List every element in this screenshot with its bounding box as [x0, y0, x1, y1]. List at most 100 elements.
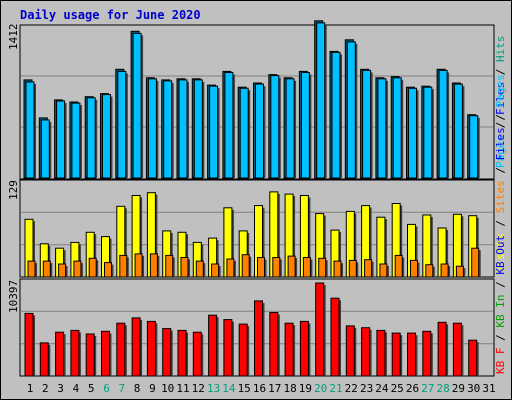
sites-bar [440, 263, 449, 278]
sites-bar [58, 263, 67, 278]
pages-bar [71, 102, 81, 179]
pages-bar [224, 72, 234, 179]
sites-bar [410, 259, 418, 278]
kbf-bar [55, 331, 65, 377]
pages-bar [86, 97, 96, 179]
kbf-bar [192, 331, 202, 377]
kbf-bar [254, 300, 263, 377]
legend-entry: Pages [494, 74, 507, 107]
kbf-bar [85, 333, 95, 377]
x-tick-label: 6 [103, 382, 110, 395]
kbytes-ymax-label: 10397 [7, 280, 20, 313]
sites-bar [455, 265, 464, 278]
pages-bar [469, 115, 479, 179]
sites-bar [241, 254, 250, 278]
legend-entry: Files [494, 127, 507, 160]
x-tick-label: 10 [161, 382, 174, 395]
kbf-bar [376, 329, 386, 377]
pages-bar [392, 77, 402, 179]
x-tick-label: 23 [360, 382, 373, 395]
sites-bar [302, 257, 311, 278]
legend-entry: KB F [494, 348, 507, 375]
x-tick-label: 24 [375, 382, 389, 395]
pages-bar [239, 87, 249, 179]
x-tick-label: 20 [314, 382, 327, 395]
kbf-bar [437, 321, 447, 377]
kbf-bar [39, 342, 49, 377]
x-tick-label: 26 [406, 382, 419, 395]
legend-entry: KB In [494, 295, 507, 328]
x-tick-label: 21 [329, 382, 342, 395]
x-tick-label: 14 [222, 382, 236, 395]
pages-bar [255, 83, 264, 179]
x-tick-label: 8 [134, 382, 141, 395]
kbf-bar [146, 320, 156, 377]
pages-bar [377, 78, 387, 179]
kbf-bar [407, 332, 416, 377]
kbf-bar [177, 329, 187, 377]
pages-bar [408, 87, 417, 179]
x-tick-label: 16 [253, 382, 266, 395]
kbf-bar [422, 330, 432, 377]
kbf-bar [131, 317, 141, 377]
x-tick-label: 3 [57, 382, 64, 395]
kbf-bar [315, 282, 325, 377]
pages-bar [300, 72, 310, 179]
x-tick-label: 7 [118, 382, 125, 395]
visits-ymax-label: 129 [7, 180, 20, 200]
kbf-bar [101, 330, 110, 377]
kbf-bar [330, 297, 340, 377]
legend-entry: KB Out [494, 235, 507, 275]
sites-bar [149, 253, 158, 278]
kbf-bar [361, 327, 371, 377]
pages-bar [56, 100, 66, 179]
pages-bar [316, 22, 326, 179]
sites-bar [165, 254, 174, 278]
sites-bar [471, 247, 480, 278]
pages-bar [25, 81, 35, 179]
x-tick-label: 1 [27, 382, 34, 395]
kbf-bar [238, 323, 248, 377]
x-tick-label: 13 [207, 382, 220, 395]
x-axis-labels: 1 2 3 4 5 6 7 8 9 10 11 12 13 14 15 16 17 18 19 20 21 22 23 24 2… [27, 382, 496, 395]
chart-title: Daily usage for June 2020 [20, 8, 201, 22]
x-tick-label: 2 [42, 382, 49, 395]
x-tick-label: 22 [345, 382, 358, 395]
sites-bar [394, 254, 403, 278]
legend-entry: Visits [494, 233, 507, 273]
x-tick-label: 17 [268, 382, 281, 395]
pages-bar [193, 79, 203, 179]
x-tick-label: 27 [421, 382, 434, 395]
kbf-bar [299, 320, 309, 377]
sites-bar [73, 260, 82, 278]
kbf-bar [452, 322, 462, 377]
x-tick-label: 5 [88, 382, 95, 395]
pages-bar [147, 78, 157, 179]
kbf-bar [284, 322, 294, 377]
legend-entry: Hits [494, 36, 507, 63]
x-tick-label: 4 [73, 382, 80, 395]
pages-bar [163, 80, 173, 179]
kbf-bar [345, 325, 355, 377]
sites-bar [134, 253, 143, 278]
legend: Visits / Sites / Files / Pages [494, 74, 507, 273]
pages-bar [285, 78, 295, 179]
x-tick-label: 18 [283, 382, 296, 395]
sites-bar [333, 260, 342, 278]
kbf-bar [269, 312, 279, 377]
x-tick-label: 31 [482, 382, 495, 395]
sites-bar [364, 259, 373, 278]
legend-entry: Files [494, 82, 507, 115]
hits-ymax-label: 1412 [7, 24, 20, 51]
pages-bar [362, 69, 372, 179]
kbf-bar [391, 332, 401, 377]
x-tick-label: 19 [299, 382, 312, 395]
sites-bar [348, 259, 357, 278]
kbf-bar [116, 322, 126, 377]
sites-bar [272, 257, 281, 278]
kbf-bar [24, 312, 34, 377]
pages-bar [331, 51, 341, 179]
pages-bar [453, 83, 463, 179]
